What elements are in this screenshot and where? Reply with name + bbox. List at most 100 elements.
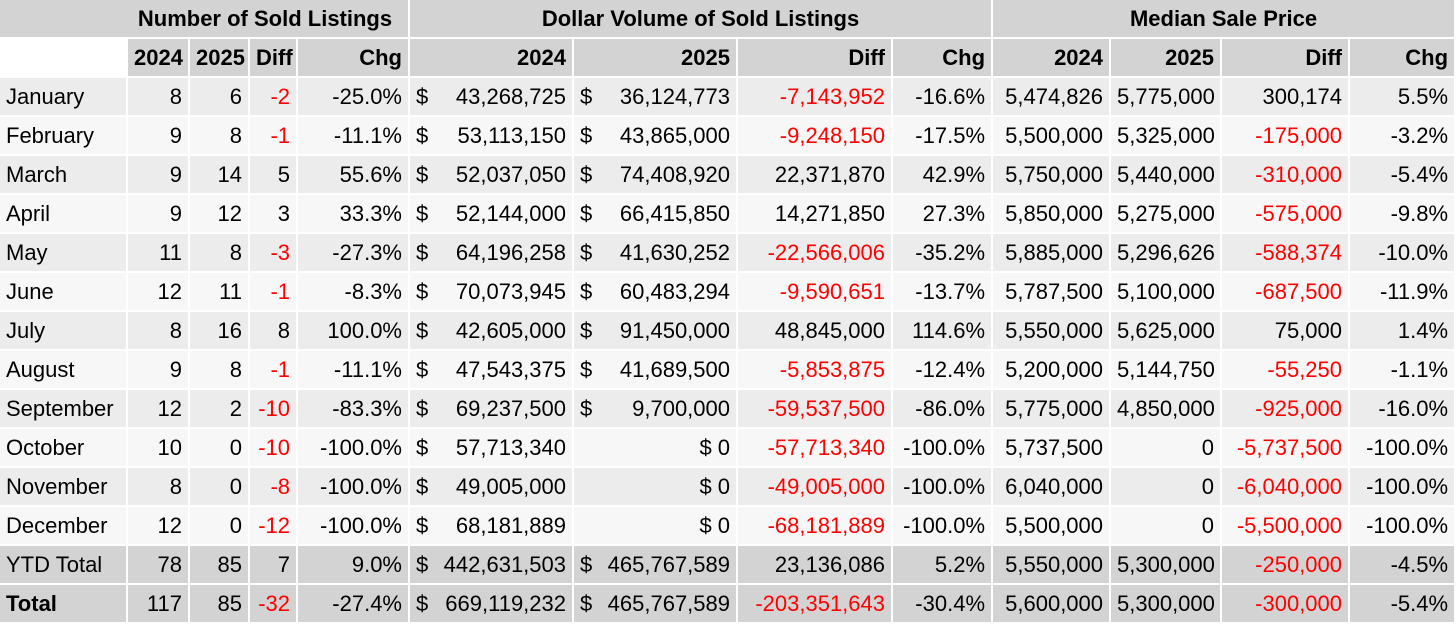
data-cell: 6 bbox=[190, 78, 250, 117]
row-label: April bbox=[0, 195, 128, 234]
data-cell: 5,625,000 bbox=[1111, 312, 1223, 351]
data-cell: 6,040,000 bbox=[993, 468, 1112, 507]
data-cell: 75,000 bbox=[1222, 312, 1351, 351]
data-cell: -11.9% bbox=[1350, 273, 1456, 312]
currency-cell: $52,144,000 bbox=[410, 195, 574, 234]
data-cell: 11 bbox=[128, 234, 190, 273]
col-header: Diff bbox=[1222, 39, 1351, 78]
currency-value: 52,144,000 bbox=[455, 201, 566, 226]
currency-cell: $442,631,503 bbox=[410, 546, 574, 585]
data-cell: 0 bbox=[190, 429, 250, 468]
data-cell: -59,537,500 bbox=[738, 390, 893, 429]
data-cell: -68,181,889 bbox=[738, 507, 893, 546]
data-cell: -10 bbox=[250, 429, 298, 468]
data-cell: -1 bbox=[250, 273, 298, 312]
currency-cell: $91,450,000 bbox=[574, 312, 738, 351]
table-row: December 12 0 -12 -100.0% $68,181,889 $0 -68,18… bbox=[0, 507, 1456, 546]
table-row: June 12 11 -1 -8.3% $70,073,945 $60,483,294 -9,… bbox=[0, 273, 1456, 312]
data-cell: 9 bbox=[128, 156, 190, 195]
data-cell: 3 bbox=[250, 195, 298, 234]
data-cell: 114.6% bbox=[893, 312, 994, 351]
data-cell: 5.5% bbox=[1350, 78, 1456, 117]
data-cell: 8 bbox=[250, 312, 298, 351]
currency-cell: $465,767,589 bbox=[574, 585, 738, 624]
data-cell: 117 bbox=[128, 585, 190, 624]
currency-value: 74,408,920 bbox=[619, 162, 730, 187]
data-cell: 22,371,870 bbox=[738, 156, 893, 195]
data-cell: 5,775,000 bbox=[993, 390, 1112, 429]
data-cell: 0 bbox=[190, 507, 250, 546]
row-label: March bbox=[0, 156, 128, 195]
group-header-row: Number of Sold Listings Dollar Volume of… bbox=[0, 0, 1456, 39]
currency-value: 70,073,945 bbox=[455, 279, 566, 304]
data-cell: 8 bbox=[190, 351, 250, 390]
currency-cell: $60,483,294 bbox=[574, 273, 738, 312]
currency-value: 41,630,252 bbox=[619, 240, 730, 265]
data-cell: 33.3% bbox=[298, 195, 410, 234]
col-header: 2024 bbox=[410, 39, 574, 78]
currency-value: 465,767,589 bbox=[607, 591, 730, 616]
col-header: 2024 bbox=[128, 39, 190, 78]
data-cell: -13.7% bbox=[893, 273, 994, 312]
currency-value: 66,415,850 bbox=[619, 201, 730, 226]
data-cell: 5,100,000 bbox=[1111, 273, 1223, 312]
currency-cell: $36,124,773 bbox=[574, 78, 738, 117]
currency-symbol: $ bbox=[699, 474, 712, 499]
data-cell: -12 bbox=[250, 507, 298, 546]
data-cell: 5,500,000 bbox=[993, 507, 1112, 546]
data-cell: -10 bbox=[250, 390, 298, 429]
data-cell: 5,550,000 bbox=[993, 546, 1112, 585]
data-cell: -100.0% bbox=[1350, 429, 1456, 468]
data-cell: -17.5% bbox=[893, 117, 994, 156]
currency-cell: $9,700,000 bbox=[574, 390, 738, 429]
currency-cell: $465,767,589 bbox=[574, 546, 738, 585]
data-cell: -86.0% bbox=[893, 390, 994, 429]
blank-header-cell bbox=[0, 39, 128, 78]
data-cell: 5,325,000 bbox=[1111, 117, 1223, 156]
currency-symbol: $ bbox=[416, 318, 429, 343]
data-cell: 12 bbox=[190, 195, 250, 234]
data-cell: -3 bbox=[250, 234, 298, 273]
data-cell: 5 bbox=[250, 156, 298, 195]
data-cell: -9,590,651 bbox=[738, 273, 893, 312]
data-cell: 8 bbox=[128, 468, 190, 507]
data-cell: 5,144,750 bbox=[1111, 351, 1223, 390]
data-cell: 12 bbox=[128, 507, 190, 546]
data-cell: -7,143,952 bbox=[738, 78, 893, 117]
data-cell: 78 bbox=[128, 546, 190, 585]
data-cell: -925,000 bbox=[1222, 390, 1351, 429]
currency-value: 91,450,000 bbox=[619, 318, 730, 343]
currency-cell: $0 bbox=[574, 468, 738, 507]
currency-value: 0 bbox=[717, 474, 730, 499]
data-cell: 23,136,086 bbox=[738, 546, 893, 585]
currency-symbol: $ bbox=[416, 474, 429, 499]
currency-symbol: $ bbox=[416, 201, 429, 226]
currency-value: 60,483,294 bbox=[619, 279, 730, 304]
row-label: June bbox=[0, 273, 128, 312]
currency-value: 9,700,000 bbox=[632, 396, 730, 421]
currency-symbol: $ bbox=[580, 279, 593, 304]
data-cell: 12 bbox=[128, 390, 190, 429]
data-cell: -3.2% bbox=[1350, 117, 1456, 156]
currency-symbol: $ bbox=[416, 435, 429, 460]
data-cell: 14 bbox=[190, 156, 250, 195]
data-cell: 5,750,000 bbox=[993, 156, 1112, 195]
data-cell: -8.3% bbox=[298, 273, 410, 312]
data-cell: 8 bbox=[128, 312, 190, 351]
currency-value: 42,605,000 bbox=[455, 318, 566, 343]
currency-value: 442,631,503 bbox=[443, 552, 566, 577]
group-header-dollar-volume: Dollar Volume of Sold Listings bbox=[410, 0, 994, 39]
data-cell: -16.6% bbox=[893, 78, 994, 117]
data-cell: -57,713,340 bbox=[738, 429, 893, 468]
data-cell: -5,737,500 bbox=[1222, 429, 1351, 468]
currency-symbol: $ bbox=[580, 552, 593, 577]
data-cell: -55,250 bbox=[1222, 351, 1351, 390]
currency-cell: $52,037,050 bbox=[410, 156, 574, 195]
table-row: March 9 14 5 55.6% $52,037,050 $74,408,920 22,3… bbox=[0, 156, 1456, 195]
data-cell: 42.9% bbox=[893, 156, 994, 195]
currency-value: 43,268,725 bbox=[455, 84, 566, 109]
data-cell: 48,845,000 bbox=[738, 312, 893, 351]
data-cell: 1.4% bbox=[1350, 312, 1456, 351]
data-cell: 85 bbox=[190, 546, 250, 585]
